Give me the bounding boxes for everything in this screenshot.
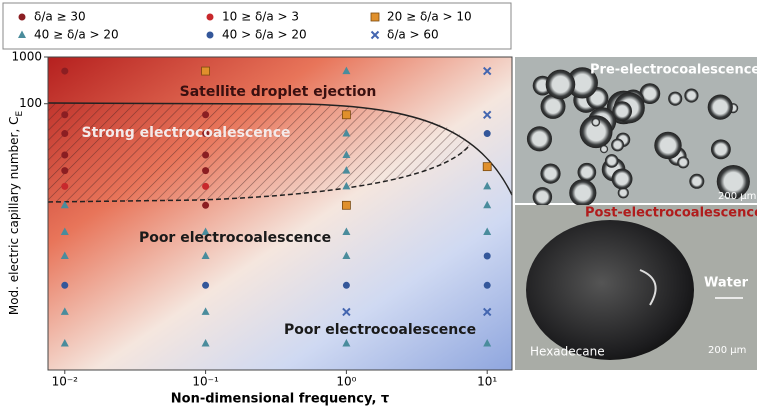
droplet xyxy=(527,126,552,151)
scale-label: 200 μm xyxy=(718,191,756,202)
annotation: Strong electrocoalescence xyxy=(81,125,290,141)
point xyxy=(202,151,209,158)
legend-label: 40 > δ/a > 20 xyxy=(222,28,307,42)
legend-marker xyxy=(19,14,26,21)
point xyxy=(202,67,210,75)
x-tick-label: 10⁻¹ xyxy=(192,375,219,389)
image-title: Pre-electrocoalescence xyxy=(590,63,757,78)
point xyxy=(202,167,209,174)
annotation: Poor electrocoalescence xyxy=(284,322,476,338)
point xyxy=(61,183,68,190)
droplet xyxy=(689,174,704,189)
point xyxy=(342,111,350,119)
figure: δ/a ≥ 30 10 ≥ δ/a > 3 20 ≥ δ/a > 10 40 ≥ δ/… xyxy=(0,0,757,409)
droplet xyxy=(569,179,596,206)
page: δ/a ≥ 30 10 ≥ δ/a > 3 20 ≥ δ/a > 10 40 ≥ δ/… xyxy=(0,0,757,409)
droplet xyxy=(668,92,682,106)
droplet xyxy=(711,139,731,159)
point xyxy=(342,201,350,209)
droplet xyxy=(708,95,733,120)
point xyxy=(484,253,491,260)
water-droplet xyxy=(526,220,694,360)
annotation: Satellite droplet ejection xyxy=(180,84,377,100)
point xyxy=(61,68,68,75)
droplet xyxy=(533,187,552,206)
droplet xyxy=(677,156,689,168)
droplet xyxy=(612,168,633,189)
annotation: Poor electrocoalescence xyxy=(139,230,331,246)
legend-label: 10 ≥ δ/a > 3 xyxy=(222,10,299,24)
droplet xyxy=(611,138,624,151)
y-tick-label: 100 xyxy=(19,96,42,110)
point xyxy=(202,111,209,118)
point xyxy=(202,282,209,289)
micrograph-pre: Pre-electrocoalescence 200 μm xyxy=(515,57,757,207)
legend-label: δ/a > 60 xyxy=(387,28,439,42)
image-title: Post-electrocoalescence xyxy=(585,206,757,221)
image-label: Hexadecane xyxy=(530,345,605,359)
point xyxy=(202,202,209,209)
legend-marker xyxy=(207,32,214,39)
point xyxy=(61,130,68,137)
x-tick-label: 10⁰ xyxy=(336,375,356,389)
droplet xyxy=(600,145,608,153)
image-label: Water xyxy=(704,276,749,291)
y-axis-label: Mod. electric capillary number, CE xyxy=(7,111,25,316)
x-tick-label: 10¹ xyxy=(477,375,497,389)
legend-label: 20 ≥ δ/a > 10 xyxy=(387,10,472,24)
droplet xyxy=(578,163,597,182)
droplet xyxy=(540,164,560,184)
point xyxy=(343,282,350,289)
x-axis-label: Non-dimensional frequency, τ xyxy=(171,392,389,407)
y-axis-label-main: Mod. electric capillary number, C xyxy=(7,117,21,316)
point xyxy=(483,163,491,171)
y-tick-label: 1000 xyxy=(11,50,42,64)
droplet xyxy=(591,118,600,127)
x-tick-label: 10⁻² xyxy=(52,375,79,389)
droplet xyxy=(546,70,576,100)
legend-label: 40 ≥ δ/a > 20 xyxy=(34,28,119,42)
droplet xyxy=(684,88,698,102)
scale-label: 200 μm xyxy=(708,345,746,356)
droplet xyxy=(605,154,619,168)
point xyxy=(484,282,491,289)
point xyxy=(61,282,68,289)
point xyxy=(61,111,68,118)
point xyxy=(202,183,209,190)
y-axis-label-sub: E xyxy=(15,111,25,117)
droplet xyxy=(612,101,632,121)
legend-label: δ/a ≥ 30 xyxy=(34,10,86,24)
point xyxy=(61,151,68,158)
legend-marker xyxy=(371,13,379,21)
point xyxy=(484,130,491,137)
point xyxy=(61,167,68,174)
legend-marker xyxy=(207,14,214,21)
micrograph-post: Post-electrocoalescence Water Hexadecane… xyxy=(515,205,757,370)
droplet xyxy=(654,132,681,159)
